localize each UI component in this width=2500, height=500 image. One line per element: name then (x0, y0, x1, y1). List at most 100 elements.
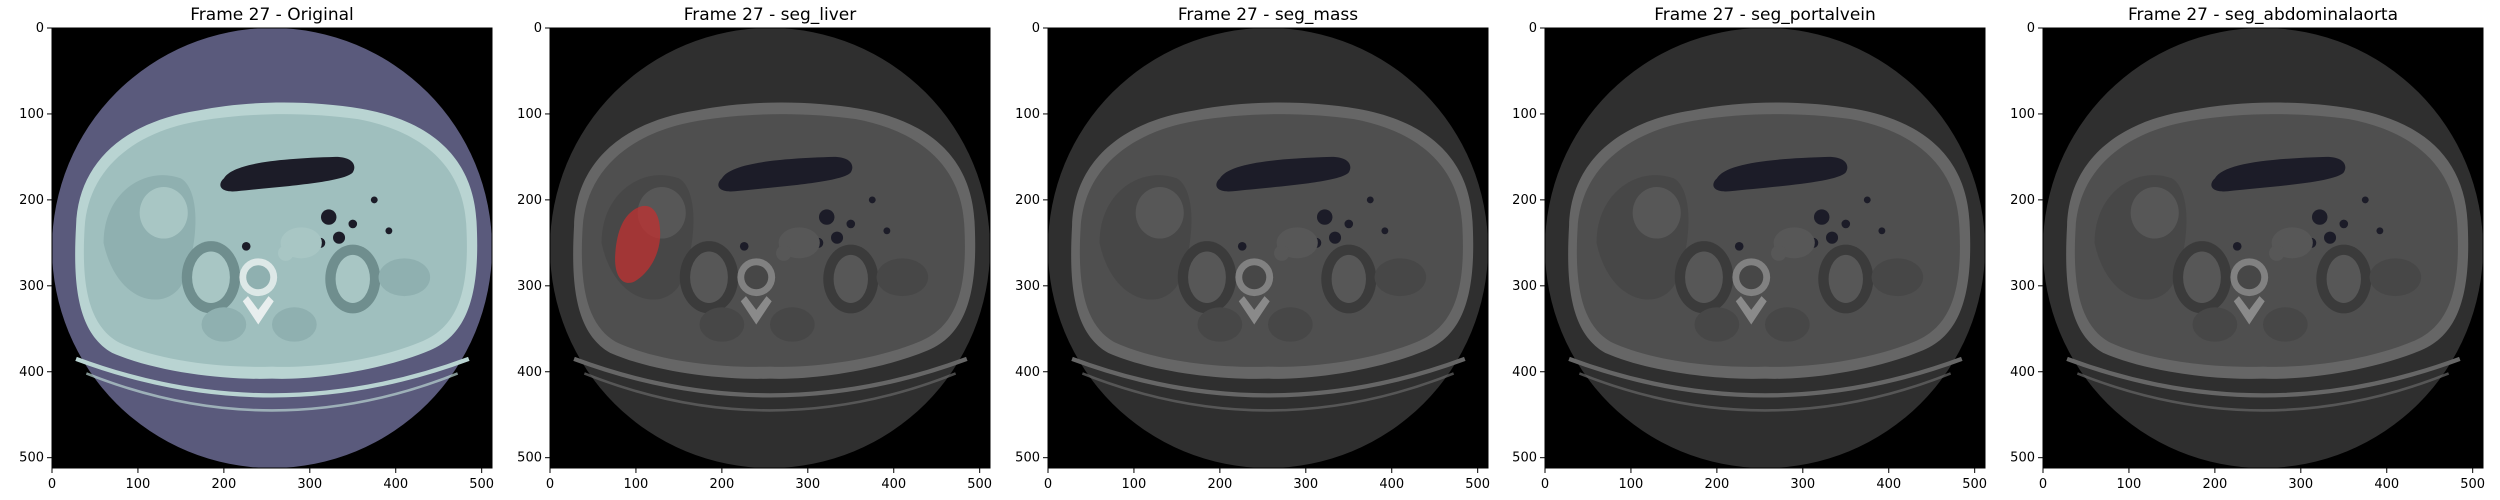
vertebral-marrow (1242, 265, 1267, 290)
axes-frame (549, 27, 991, 469)
y-tick-label: 500 (1015, 451, 1040, 466)
bowel-gas-3 (1841, 219, 1851, 229)
kidney-left-cortex (335, 254, 370, 303)
x-tick-label: 200 (211, 477, 236, 492)
panel-title: Frame 27 - seg_abdominalaorta (2128, 5, 2398, 25)
bowel-gas-1 (1826, 231, 1839, 244)
kidney-right-cortex (1188, 251, 1226, 303)
x-tick-label: 0 (48, 477, 56, 492)
bowel-gas-6 (883, 227, 891, 235)
aorta (776, 245, 792, 261)
panel-title: Frame 27 - Original (190, 5, 353, 25)
ct-axial-slice-image (550, 28, 990, 468)
panel-1: Frame 27 - seg_liver 0 100 200 300 400 500 0 100… (517, 5, 992, 492)
ct-table-lower (1081, 372, 1455, 412)
x-tick-label: 300 (795, 477, 820, 492)
y-tick-label: 400 (1015, 365, 1040, 380)
y-tick-label: 500 (2010, 451, 2035, 466)
y-tick-label: 200 (1512, 193, 1537, 208)
spinous-process (740, 296, 772, 325)
y-tick-label: 0 (1529, 21, 1537, 36)
x-tick-label: 0 (546, 477, 554, 492)
aorta (1771, 245, 1787, 261)
panel-title: Frame 27 - seg_mass (1178, 5, 1358, 25)
vertebral-marrow (744, 265, 769, 290)
x-tick-label: 200 (1207, 477, 1232, 492)
x-tick-label: 500 (469, 477, 494, 492)
back-muscle-left (272, 307, 317, 342)
stomach-gas (2211, 156, 2346, 192)
axes-frame (51, 27, 493, 469)
spinous-process (242, 296, 274, 325)
ct-axial-slice-image (2043, 28, 2483, 468)
kidney-left-cortex (833, 254, 868, 303)
ct-table-lower (2076, 372, 2450, 412)
y-tick-label: 300 (19, 279, 44, 294)
x-tick-label: 100 (1122, 477, 1147, 492)
x-tick-label: 0 (1541, 477, 1549, 492)
spinous-process (2233, 296, 2265, 325)
bowel-gas-7 (739, 241, 749, 251)
panel-title: Frame 27 - seg_portalvein (1654, 5, 1876, 25)
bowel-loop (2369, 258, 2422, 297)
bowel-gas-0 (320, 209, 337, 225)
x-tick-label: 400 (881, 477, 906, 492)
y-tick-label: 300 (2010, 279, 2035, 294)
bowel-gas-5 (370, 196, 378, 204)
x-tick-label: 400 (1379, 477, 1404, 492)
spinous-process (1238, 296, 1270, 325)
back-muscle-left (1268, 307, 1313, 342)
x-tick-label: 400 (2374, 477, 2399, 492)
panels-container: Frame 27 - Original 0 100 200 300 400 500 0 100 2… (19, 5, 2485, 492)
stomach-gas (1713, 156, 1848, 192)
bowel-gas-7 (1237, 241, 1247, 251)
back-muscle-right (2192, 307, 2238, 342)
back-muscle-left (770, 307, 815, 342)
bowel-gas-6 (2376, 227, 2384, 235)
x-tick-label: 100 (1619, 477, 1644, 492)
y-tick-label: 400 (517, 365, 542, 380)
vertebral-marrow (1739, 265, 1764, 290)
y-tick-label: 400 (2010, 365, 2035, 380)
bowel-gas-0 (1813, 209, 1830, 225)
y-tick-label: 200 (517, 193, 542, 208)
y-tick-label: 0 (2027, 21, 2035, 36)
x-tick-label: 200 (709, 477, 734, 492)
x-tick-label: 500 (2460, 477, 2485, 492)
bowel-gas-1 (831, 231, 844, 244)
aorta (2269, 245, 2285, 261)
bowel-gas-5 (1863, 196, 1871, 204)
axes-frame (1544, 27, 1986, 469)
back-muscle-right (699, 307, 745, 342)
y-tick-label: 300 (1512, 279, 1537, 294)
bowel-gas-6 (1381, 227, 1389, 235)
bowel-gas-7 (1734, 241, 1744, 251)
x-tick-label: 100 (126, 477, 151, 492)
gallbladder (1632, 186, 1681, 239)
ct-table (1568, 356, 1963, 398)
bowel-gas-5 (1366, 196, 1374, 204)
bowel-gas-0 (1316, 209, 1333, 225)
x-tick-label: 400 (383, 477, 408, 492)
bowel-loop (378, 258, 431, 297)
bowel-gas-1 (1329, 231, 1342, 244)
gallbladder (1135, 186, 1184, 239)
spinous-process (1735, 296, 1767, 325)
kidney-right-cortex (690, 251, 728, 303)
x-tick-label: 300 (1790, 477, 1815, 492)
axes-frame (1047, 27, 1489, 469)
vertebral-marrow (246, 265, 271, 290)
kidney-left-cortex (1828, 254, 1863, 303)
y-tick-label: 0 (36, 21, 44, 36)
ct-table (1071, 356, 1466, 398)
panel-0: Frame 27 - Original 0 100 200 300 400 500 0 100 2… (19, 5, 494, 492)
bowel-gas-7 (241, 241, 251, 251)
vertebral-marrow (2237, 265, 2262, 290)
x-tick-label: 300 (1293, 477, 1318, 492)
back-muscle-right (1197, 307, 1243, 342)
bowel-gas-0 (818, 209, 835, 225)
kidney-right-cortex (2183, 251, 2221, 303)
ct-axial-slice-image (1545, 28, 1985, 468)
bowel-gas-0 (2311, 209, 2328, 225)
